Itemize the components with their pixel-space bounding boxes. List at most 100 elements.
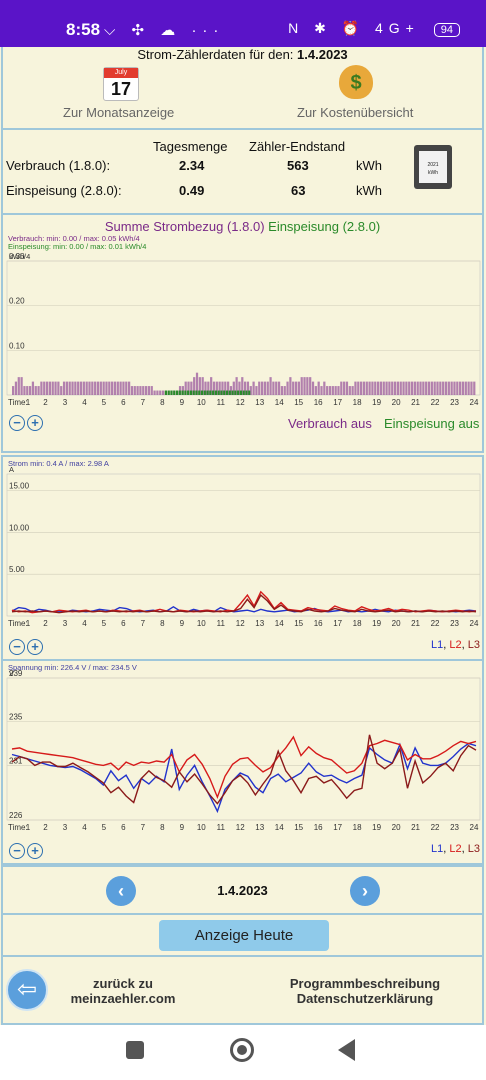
consumption-bar: [447, 381, 450, 395]
feed-bar: [225, 390, 229, 395]
current-zoom-out-icon[interactable]: −: [9, 639, 25, 655]
x-tick-label: 5: [102, 619, 107, 628]
current-chart-card: Strom min: 0.4 A / max: 2.98 A A 5.00 10.00…: [1, 455, 484, 661]
month-view-link[interactable]: Zur Monatsanzeige: [63, 105, 175, 120]
consumption-bar: [34, 386, 37, 395]
home-button-dot: [237, 1045, 247, 1055]
consumption-bar: [473, 381, 476, 395]
row-consumption-unit: kWh: [356, 158, 382, 173]
back-link-line2: meinzaehler.com: [70, 991, 176, 1006]
x-tick-label: 16: [314, 619, 323, 628]
x-tick-label: 11: [217, 398, 226, 407]
energy-zoom-in-icon[interactable]: +: [27, 415, 43, 431]
voltage-zoom-out-icon[interactable]: −: [9, 843, 25, 859]
x-tick-label: 10: [197, 398, 206, 407]
toggle-consumption-off[interactable]: Verbrauch aus: [288, 416, 372, 431]
consumption-bar: [122, 381, 125, 395]
consumption-bar: [28, 386, 32, 395]
consumption-bar: [119, 381, 122, 395]
back-to-meinzaehler-link[interactable]: zurück zu meinzaehler.com: [63, 976, 183, 1006]
current-zoom-in-icon[interactable]: +: [27, 639, 43, 655]
consumption-bar: [311, 381, 315, 395]
x-tick-label: 1: [26, 398, 31, 407]
consumption-bar: [60, 386, 63, 395]
electricity-meter-icon[interactable]: 2021 kWh: [414, 145, 452, 189]
consumption-bar: [111, 381, 114, 395]
feed-bar: [175, 390, 179, 395]
x-tick-label: 9: [180, 398, 185, 407]
feed-bar: [231, 390, 234, 395]
x-tick-label: 13: [255, 619, 264, 628]
consumption-bar: [453, 381, 456, 395]
x-tick-label: 2: [43, 823, 48, 832]
energy-zoom-out-icon[interactable]: −: [9, 415, 25, 431]
back-arrow-icon[interactable]: ⇦: [6, 969, 48, 1011]
voltage-zoom-in-icon[interactable]: +: [27, 843, 43, 859]
consumption-bar: [436, 381, 439, 395]
x-tick-label: 21: [411, 823, 420, 832]
consumption-bar: [144, 386, 148, 395]
show-today-button[interactable]: Anzeige Heute: [159, 920, 329, 951]
cost-overview-link[interactable]: Zur Kostenübersicht: [297, 105, 414, 120]
consumption-bar: [136, 386, 139, 395]
x-tick-label: 17: [333, 823, 342, 832]
y-tick-label: 5.00: [9, 565, 25, 574]
calendar-icon[interactable]: July 17: [103, 67, 139, 101]
chart-info-text: Spannung min: 226.4 V / max: 234.5 V: [8, 663, 137, 672]
toggle-feed-off[interactable]: Einspeisung aus: [384, 416, 480, 431]
prev-day-button[interactable]: ‹: [106, 876, 136, 906]
footer-card: ⇦ zurück zu meinzaehler.com Programmbesc…: [1, 955, 484, 1025]
consumption-bar: [142, 386, 145, 395]
x-tick-label: 22: [431, 398, 440, 407]
x-tick-label: 20: [392, 619, 401, 628]
x-tick-label: 8: [160, 398, 165, 407]
consumption-bar: [444, 381, 448, 395]
consumption-bar: [181, 386, 184, 395]
footer-info-links: Programmbeschreibung Datenschutzerklärun…: [285, 976, 445, 1006]
home-button[interactable]: [230, 1038, 254, 1062]
consumption-bar: [252, 381, 255, 395]
consumption-bar: [461, 381, 465, 395]
consumption-bar: [337, 386, 340, 395]
x-tick-label: 5: [102, 398, 107, 407]
consumption-bar: [374, 381, 377, 395]
consumption-bar: [241, 377, 244, 395]
row-feed-unit: kWh: [356, 183, 382, 198]
consumption-bar: [393, 381, 397, 395]
feed-bar: [200, 390, 204, 395]
consumption-bar: [427, 381, 431, 395]
consumption-bar: [269, 377, 272, 395]
x-tick-label: 7: [141, 619, 146, 628]
status-signal-icons: N ✱ ⏰ 4G+: [288, 20, 420, 36]
consumption-bar: [94, 381, 97, 395]
feed-bar: [228, 390, 231, 395]
consumption-bar: [470, 381, 473, 395]
x-tick-label: 14: [275, 398, 284, 407]
next-day-button[interactable]: ›: [350, 876, 380, 906]
feed-bar: [234, 390, 237, 395]
row-consumption-meter: 563: [287, 158, 309, 173]
consumption-bar: [71, 381, 74, 395]
consumption-bar: [405, 381, 408, 395]
current-phase-legend: L1, L2, L3: [431, 639, 480, 651]
y-tick-label: 226: [9, 811, 23, 820]
summary-card: Strom-Zählerdaten für den: 1.4.2023 July…: [1, 47, 484, 215]
energy-title-consumption: Summe Strombezug (1.8.0): [104, 219, 265, 234]
back-button[interactable]: [338, 1039, 355, 1061]
program-description-link[interactable]: Programmbeschreibung: [289, 976, 441, 991]
feed-bar: [198, 390, 201, 395]
x-tick-label: 18: [353, 398, 362, 407]
recent-apps-button[interactable]: [126, 1041, 144, 1059]
voltage-chart: Spannung min: 226.4 V / max: 234.5 VV226…: [6, 663, 481, 832]
consumption-bar: [204, 381, 207, 395]
consumption-bar: [368, 381, 371, 395]
x-tick-label: 15: [294, 619, 303, 628]
privacy-policy-link[interactable]: Datenschutzerklärung: [296, 991, 434, 1006]
consumption-bar: [128, 381, 131, 395]
consumption-bar: [88, 381, 91, 395]
feed-bar: [237, 390, 240, 395]
feed-bar: [178, 390, 181, 395]
money-bag-icon[interactable]: $: [339, 65, 373, 99]
consumption-bar: [201, 377, 204, 395]
feed-bar: [195, 390, 198, 395]
